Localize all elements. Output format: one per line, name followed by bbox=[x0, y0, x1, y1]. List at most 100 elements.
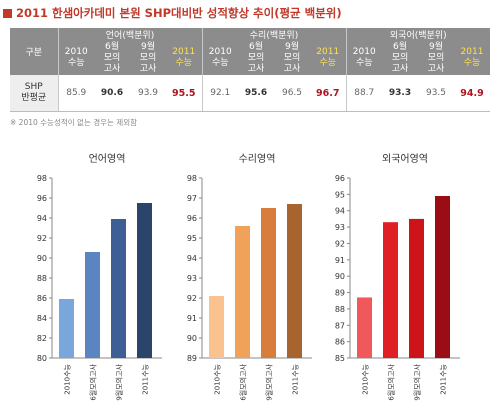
y-tick-label: 98 bbox=[37, 174, 47, 183]
table-cell: 85.9 bbox=[57, 75, 94, 112]
subheader-line: 모의 bbox=[139, 52, 157, 63]
y-tick-label: 92 bbox=[37, 234, 47, 243]
subheader-cell: 2011 수능 bbox=[454, 41, 490, 75]
x-tick-label: 6월모의고사 bbox=[239, 363, 248, 400]
table-cell: 88.7 bbox=[345, 75, 382, 112]
bar bbox=[235, 226, 250, 358]
subheader-line: 모의 bbox=[391, 52, 409, 63]
y-tick-label: 85 bbox=[335, 354, 345, 363]
chart-title: 외국어영역 bbox=[382, 153, 428, 165]
bar bbox=[137, 203, 152, 358]
subheader-cell: 9월 모의 고사 bbox=[274, 41, 310, 75]
chart-title: 수리영역 bbox=[239, 153, 276, 165]
x-tick-label: 2010수능 bbox=[64, 363, 72, 394]
y-tick-label: 90 bbox=[335, 272, 345, 281]
subheader-cell: 2010 수능 bbox=[57, 41, 94, 75]
y-tick-label: 89 bbox=[187, 354, 197, 363]
bar bbox=[111, 219, 126, 358]
y-tick-label: 89 bbox=[335, 289, 345, 298]
subheader-line: 고사 bbox=[427, 63, 445, 74]
subheader-line: 9월 bbox=[428, 41, 443, 52]
subheader-line: 수능 bbox=[67, 58, 85, 68]
subheader-cell: 6월 모의 고사 bbox=[94, 41, 130, 75]
bar bbox=[85, 252, 100, 358]
bullet-square-icon bbox=[3, 9, 12, 18]
table-cell: 93.9 bbox=[130, 75, 166, 112]
row-label-line1: SHP bbox=[24, 82, 43, 92]
y-tick-label: 91 bbox=[335, 256, 345, 265]
group-header-math: 수리(백분위) bbox=[201, 28, 346, 41]
table-cell: 90.6 bbox=[94, 75, 130, 112]
x-tick-label: 9월모의고사 bbox=[265, 363, 274, 400]
subheader-cell: 9월 모의 고사 bbox=[418, 41, 454, 75]
table-cell: 93.3 bbox=[382, 75, 418, 112]
subheader-line: 6월 bbox=[104, 41, 119, 52]
table-cell: 96.7 bbox=[310, 75, 346, 112]
y-tick-label: 94 bbox=[335, 207, 345, 216]
table-cell: 93.5 bbox=[418, 75, 454, 112]
y-tick-label: 93 bbox=[335, 223, 345, 232]
y-tick-label: 90 bbox=[187, 334, 197, 343]
subheader-line: 2011 bbox=[460, 47, 484, 57]
subheader-cell: 9월 모의 고사 bbox=[130, 41, 166, 75]
y-tick-label: 86 bbox=[335, 338, 345, 347]
subheader-line: 모의 bbox=[103, 52, 121, 63]
bar bbox=[261, 208, 276, 358]
group-header-foreign: 외국어(백분위) bbox=[345, 28, 490, 41]
y-tick-label: 84 bbox=[37, 314, 47, 323]
y-tick-label: 80 bbox=[37, 354, 47, 363]
chart-title: 언어영역 bbox=[89, 153, 126, 165]
subheader-line: 고사 bbox=[283, 63, 301, 74]
y-tick-label: 82 bbox=[37, 334, 47, 343]
subheader-cell: 6월 모의 고사 bbox=[238, 41, 274, 75]
subheader-line: 고사 bbox=[247, 63, 265, 74]
y-tick-label: 95 bbox=[335, 190, 345, 199]
y-tick-label: 90 bbox=[37, 254, 47, 263]
bar bbox=[209, 296, 224, 358]
subheader-line: 9월 bbox=[284, 41, 299, 52]
bar bbox=[357, 297, 372, 358]
page-title-text: 2011 한샘아카데미 본원 SHP대비반 성적향상 추이(평균 백분위) bbox=[16, 6, 342, 20]
subheader-line: 모의 bbox=[247, 52, 265, 63]
footnote: ※ 2010 수능성적이 없는 경우는 제외함 bbox=[10, 118, 137, 127]
y-tick-label: 96 bbox=[187, 214, 197, 223]
group-header-language: 언어(백분위) bbox=[57, 28, 202, 41]
y-tick-label: 94 bbox=[37, 214, 47, 223]
table-corner-header: 구분 bbox=[10, 28, 58, 75]
subheader-line: 모의 bbox=[427, 52, 445, 63]
bar bbox=[287, 204, 302, 358]
bar bbox=[409, 218, 424, 358]
subheader-line: 2011 bbox=[172, 47, 196, 57]
subheader-line: 2010 bbox=[64, 47, 88, 57]
subheader-line: 2010 bbox=[352, 47, 376, 57]
page-title: 2011 한샘아카데미 본원 SHP대비반 성적향상 추이(평균 백분위) bbox=[3, 5, 342, 21]
subheader-line: 수능 bbox=[355, 58, 373, 68]
x-tick-label: 6월모의고사 bbox=[89, 363, 98, 400]
x-tick-label: 9월모의고사 bbox=[413, 363, 422, 400]
subheader-line: 고사 bbox=[139, 63, 157, 74]
x-tick-label: 6월모의고사 bbox=[387, 363, 396, 400]
y-tick-label: 93 bbox=[187, 274, 197, 283]
x-tick-label: 2010수능 bbox=[214, 363, 222, 394]
y-tick-label: 96 bbox=[335, 174, 345, 183]
subheader-cell: 2010 수능 bbox=[201, 41, 238, 75]
y-tick-label: 95 bbox=[187, 234, 197, 243]
y-tick-label: 97 bbox=[187, 194, 197, 203]
table-cell: 95.6 bbox=[238, 75, 274, 112]
subheader-line: 6월 bbox=[248, 41, 263, 52]
y-tick-label: 88 bbox=[335, 305, 345, 314]
y-tick-label: 92 bbox=[187, 294, 197, 303]
y-tick-label: 94 bbox=[187, 254, 197, 263]
subheader-cell: 2010 수능 bbox=[345, 41, 382, 75]
x-tick-label: 9월모의고사 bbox=[115, 363, 124, 400]
x-tick-label: 2011수능 bbox=[292, 363, 300, 394]
bar bbox=[59, 299, 74, 358]
subheader-cell: 2011 수능 bbox=[166, 41, 202, 75]
subheader-line: 2010 bbox=[208, 47, 232, 57]
row-label-line2: 반평균 bbox=[21, 93, 47, 103]
subheader-line: 6월 bbox=[392, 41, 407, 52]
table-cell: 96.5 bbox=[274, 75, 310, 112]
subheader-line: 수능 bbox=[463, 58, 481, 68]
subheader-line: 2011 bbox=[316, 47, 340, 57]
